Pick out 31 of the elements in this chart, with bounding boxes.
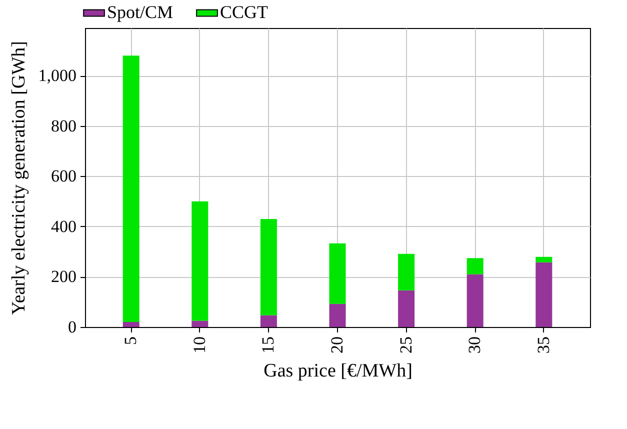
bar [192, 201, 208, 321]
y-tick-label: 1,000 [38, 66, 76, 86]
bar [398, 290, 415, 327]
bar [329, 243, 346, 304]
y-tick-label: 800 [51, 116, 76, 136]
x-tick-label: 30 [465, 336, 484, 354]
x-tick-label: 25 [396, 336, 416, 354]
x-tick-label: 20 [328, 336, 346, 354]
y-tick-label: 600 [51, 166, 76, 186]
bar [122, 322, 140, 327]
x-axis-title: Gas price [€/MWh] [264, 360, 412, 382]
bar [466, 274, 484, 327]
x-tick-label: 10 [190, 336, 209, 354]
y-axis-title: Yearly electricity generation [GWh] [8, 41, 30, 315]
bar [329, 304, 346, 327]
y-tick-label: 200 [51, 267, 76, 286]
x-tick-label: 5 [121, 336, 140, 345]
bar [122, 56, 140, 322]
x-tick-label: 35 [534, 336, 553, 354]
y-tick-label: 400 [51, 216, 76, 236]
bar [260, 218, 277, 316]
legend-label: CCGT [220, 2, 268, 22]
y-tick-label: 0 [68, 318, 76, 336]
x-tick-label: 15 [258, 336, 278, 354]
bar [536, 262, 552, 327]
bar [466, 258, 484, 274]
bar [260, 315, 277, 327]
legend-label: Spot/CM [107, 2, 174, 22]
bar [398, 254, 415, 290]
bar [192, 320, 208, 327]
bar [536, 256, 552, 262]
